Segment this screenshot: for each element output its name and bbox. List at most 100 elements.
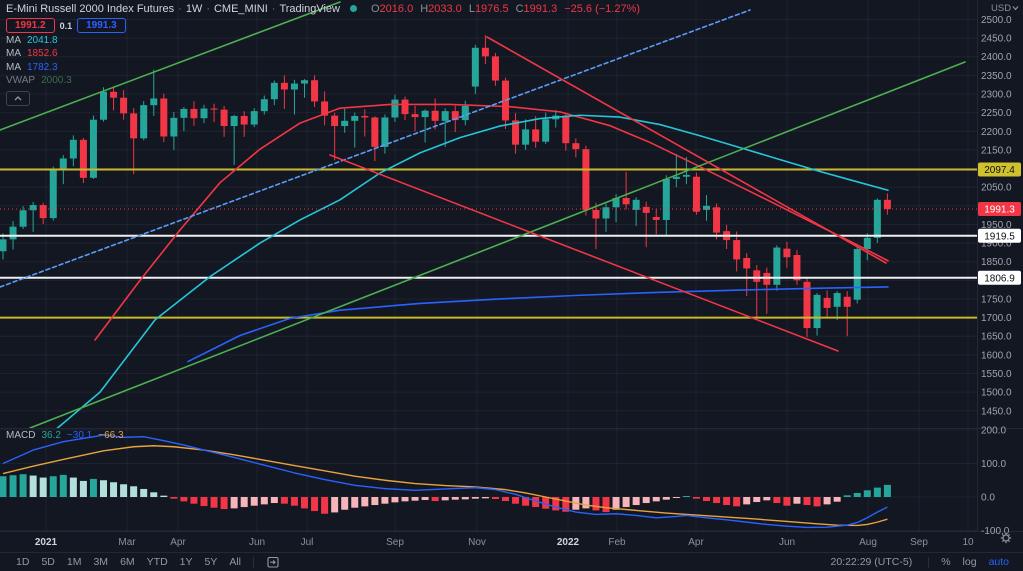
- candle-body: [270, 82, 278, 100]
- time-tick-label: Aug: [859, 537, 877, 548]
- price-tick-label: 2400.0: [981, 52, 1012, 63]
- macd-histogram-bar: [532, 497, 540, 508]
- moving-averages-layer: [0, 103, 889, 455]
- range-button-all[interactable]: All: [229, 556, 242, 568]
- macd-tick-label: 200.0: [981, 426, 1006, 437]
- candle-body: [542, 119, 550, 142]
- scale-button-percent[interactable]: %: [941, 556, 951, 568]
- candle-body: [150, 98, 158, 106]
- blue-dashed-trendline[interactable]: [0, 9, 751, 288]
- macd-histogram-bar: [321, 497, 329, 514]
- candle-body: [562, 115, 570, 144]
- price-tick-label: 2150.0: [981, 145, 1012, 156]
- price-axis[interactable]: 2500.0 2450.0 2400.0 2350.0 2300.0 2250.0 2200…: [978, 15, 1021, 537]
- time-tick-label: Apr: [170, 537, 186, 548]
- symbol-title[interactable]: E-Mini Russell 2000 Index Futures: [6, 2, 175, 15]
- macd-histogram-bar: [672, 497, 680, 499]
- macd-histogram-bar: [753, 497, 761, 503]
- divider: [253, 556, 255, 568]
- price-tick-label: 1700.0: [981, 313, 1012, 324]
- macd-histogram-bar: [642, 497, 650, 504]
- go-to-date-icon: [267, 556, 279, 568]
- candle-body: [311, 80, 319, 102]
- macd-histogram-bar: [110, 482, 118, 497]
- macd-histogram-bar: [733, 497, 741, 507]
- red-trendline-2[interactable]: [329, 154, 839, 352]
- svg-text:1991.3: 1991.3: [984, 205, 1015, 216]
- macd-histogram-bar: [311, 497, 319, 512]
- candle-body: [371, 117, 379, 147]
- time-tick-label: Nov: [468, 537, 486, 548]
- red-trendline-1[interactable]: [486, 36, 887, 264]
- price-tick-label: 1500.0: [981, 388, 1012, 399]
- green-channel-lower[interactable]: [29, 61, 966, 428]
- legend-row-ma1[interactable]: MA 2041.8: [6, 34, 640, 47]
- candle-body: [441, 111, 449, 121]
- bottom-toolbar: 1D 5D 1M 3M 6M YTD 1Y 5Y All 20:22:29 (UTC-5) % l…: [0, 552, 1023, 571]
- macd-line-value: −30.1: [66, 430, 93, 441]
- buy-ask-button[interactable]: 1991.3: [77, 18, 126, 33]
- range-button-1y[interactable]: 1Y: [179, 556, 193, 568]
- range-button-5y[interactable]: 5Y: [204, 556, 218, 568]
- macd-histogram-bar: [301, 497, 308, 509]
- macd-histogram-bar: [431, 497, 439, 502]
- legend-row-ma2[interactable]: MA 1852.6: [6, 48, 640, 61]
- macd-histogram-bar: [552, 497, 560, 511]
- candle-body: [200, 108, 208, 119]
- open-label: O: [370, 2, 380, 15]
- range-button-1d[interactable]: 1D: [16, 556, 30, 568]
- legend-row-vwap[interactable]: VWAP 2000.3: [6, 75, 640, 88]
- macd-histogram-bar: [853, 492, 861, 497]
- macd-histogram-bar: [401, 497, 409, 502]
- indicator-label: MA: [6, 61, 21, 73]
- scale-button-log[interactable]: log: [962, 556, 977, 568]
- legend-row-ma3[interactable]: MA 1782.3: [6, 61, 640, 74]
- interval-label[interactable]: 1W: [185, 2, 203, 15]
- ma-blue-line[interactable]: [187, 286, 889, 363]
- macd-histogram-bar: [331, 497, 339, 513]
- price-tag-2097.4: 2097.4: [978, 162, 1021, 177]
- range-button-1m[interactable]: 1M: [66, 556, 82, 568]
- candle-body: [743, 257, 751, 269]
- candle-body: [833, 293, 841, 307]
- range-button-3m[interactable]: 3M: [93, 556, 109, 568]
- price-tick-label: 2300.0: [981, 89, 1012, 100]
- candle-body: [682, 174, 690, 177]
- symbol-title-row[interactable]: E-Mini Russell 2000 Index Futures · 1W ·…: [6, 2, 640, 15]
- macd-histogram-bar: [130, 486, 138, 497]
- scale-button-auto[interactable]: auto: [988, 556, 1009, 568]
- ma-red-line[interactable]: [94, 103, 889, 341]
- range-button-ytd[interactable]: YTD: [146, 556, 168, 568]
- candle-body: [120, 97, 128, 114]
- currency-dropdown[interactable]: USD: [991, 3, 1019, 14]
- macd-layer: [0, 434, 891, 529]
- time-axis[interactable]: 2021 Mar Apr Jun Jul Sep Nov 2022 Feb Apr Jun Aug Se…: [35, 537, 974, 548]
- candle-body: [170, 117, 178, 137]
- sell-bid-button[interactable]: 1991.2: [6, 18, 55, 33]
- price-tag-1919.5: 1919.5: [978, 228, 1021, 243]
- ma-teal-line[interactable]: [0, 114, 889, 455]
- candle-body: [622, 197, 630, 205]
- macd-histogram-bar: [451, 497, 459, 500]
- macd-histogram-bar: [150, 492, 158, 497]
- legend-collapse-button[interactable]: [6, 91, 30, 106]
- macd-histogram-bar: [89, 478, 97, 497]
- indicator-label: VWAP: [6, 75, 36, 87]
- macd-histogram-bar: [210, 497, 218, 508]
- range-button-6m[interactable]: 6M: [120, 556, 135, 568]
- price-tick-label: 2250.0: [981, 108, 1012, 119]
- candle-body: [260, 99, 268, 112]
- time-tick-label: Feb: [608, 537, 626, 548]
- candle-body: [582, 149, 590, 210]
- macd-histogram-bar: [562, 497, 570, 512]
- macd-histogram-bar: [441, 497, 449, 501]
- settings-gear-icon[interactable]: [1000, 532, 1012, 544]
- range-button-5d[interactable]: 5D: [41, 556, 55, 568]
- macd-legend-row[interactable]: MACD 36.2 −30.1 −66.3: [6, 430, 130, 441]
- chart-header: E-Mini Russell 2000 Index Futures · 1W ·…: [6, 2, 640, 106]
- green-channel-upper[interactable]: [0, 1, 341, 131]
- candle-body: [381, 117, 389, 147]
- go-to-date-button[interactable]: [260, 555, 286, 569]
- macd-histogram-bar: [351, 497, 359, 508]
